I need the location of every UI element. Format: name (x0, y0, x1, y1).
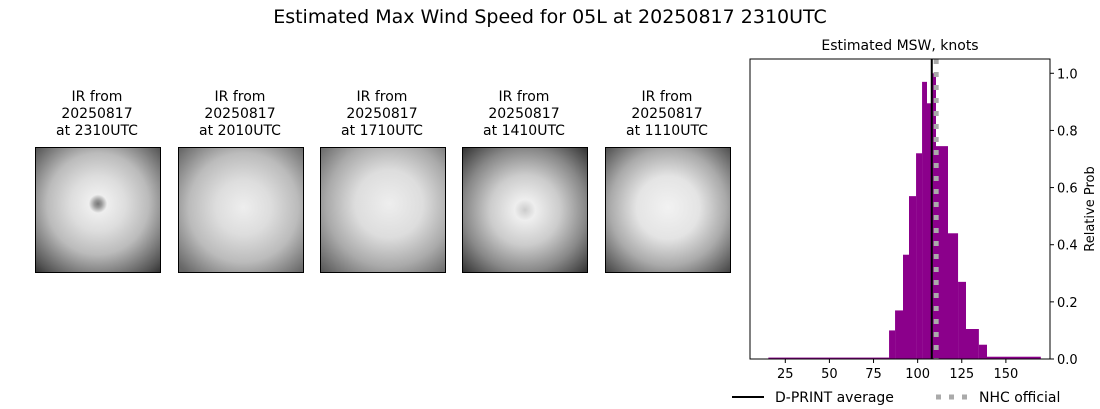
y-tick-label: 0.8 (1057, 124, 1078, 139)
y-tick-label: 0.6 (1057, 182, 1078, 197)
histogram-bar (889, 330, 896, 359)
chart-title: Estimated MSW, knots (821, 38, 978, 54)
ir-image (320, 147, 446, 273)
histogram-bar (936, 146, 948, 359)
ir-panel-label: IR from 20250817 at 1110UTC (626, 89, 708, 139)
x-tick-label: 75 (865, 367, 882, 382)
legend-dprint-label: D-PRINT average (775, 390, 894, 406)
ir-panel-label: IR from 20250817 at 1710UTC (341, 89, 423, 139)
x-tick-label: 100 (905, 367, 930, 382)
histogram-bar (916, 153, 923, 359)
y-tick-label: 0.4 (1057, 239, 1078, 254)
histogram-bar (978, 344, 987, 359)
histogram-bar (958, 281, 966, 359)
x-tick-label: 25 (777, 367, 794, 382)
y-tick-label: 0.2 (1057, 296, 1078, 311)
ir-image (462, 147, 588, 273)
plot-frame (749, 58, 1051, 360)
ir-panel-label: IR from 20250817 at 2010UTC (199, 89, 281, 139)
histogram-bar (768, 357, 890, 359)
histogram-bar (903, 254, 909, 359)
y-tick-label: 0.0 (1057, 353, 1078, 368)
histogram-bar (927, 103, 932, 360)
y-axis-label: Relative Prob (1083, 166, 1098, 251)
ir-panel-label: IR from 20250817 at 2310UTC (56, 89, 138, 139)
ir-panel-label: IR from 20250817 at 1410UTC (483, 89, 565, 139)
ir-image (605, 147, 731, 273)
figure-title: Estimated Max Wind Speed for 05L at 2025… (273, 6, 827, 28)
ir-image (35, 147, 161, 273)
x-tick-label: 125 (949, 367, 974, 382)
histogram-bar (895, 310, 903, 359)
histogram-bar (922, 81, 927, 359)
histogram-bar (987, 356, 1041, 359)
histogram-bar (966, 329, 979, 359)
histogram-bar (909, 196, 917, 359)
ir-image (178, 147, 304, 273)
x-tick-label: 150 (993, 367, 1018, 382)
x-tick-label: 50 (821, 367, 838, 382)
y-tick-label: 1.0 (1057, 67, 1078, 82)
legend-nhc-label: NHC official (979, 390, 1060, 406)
histogram-bar (948, 233, 959, 359)
